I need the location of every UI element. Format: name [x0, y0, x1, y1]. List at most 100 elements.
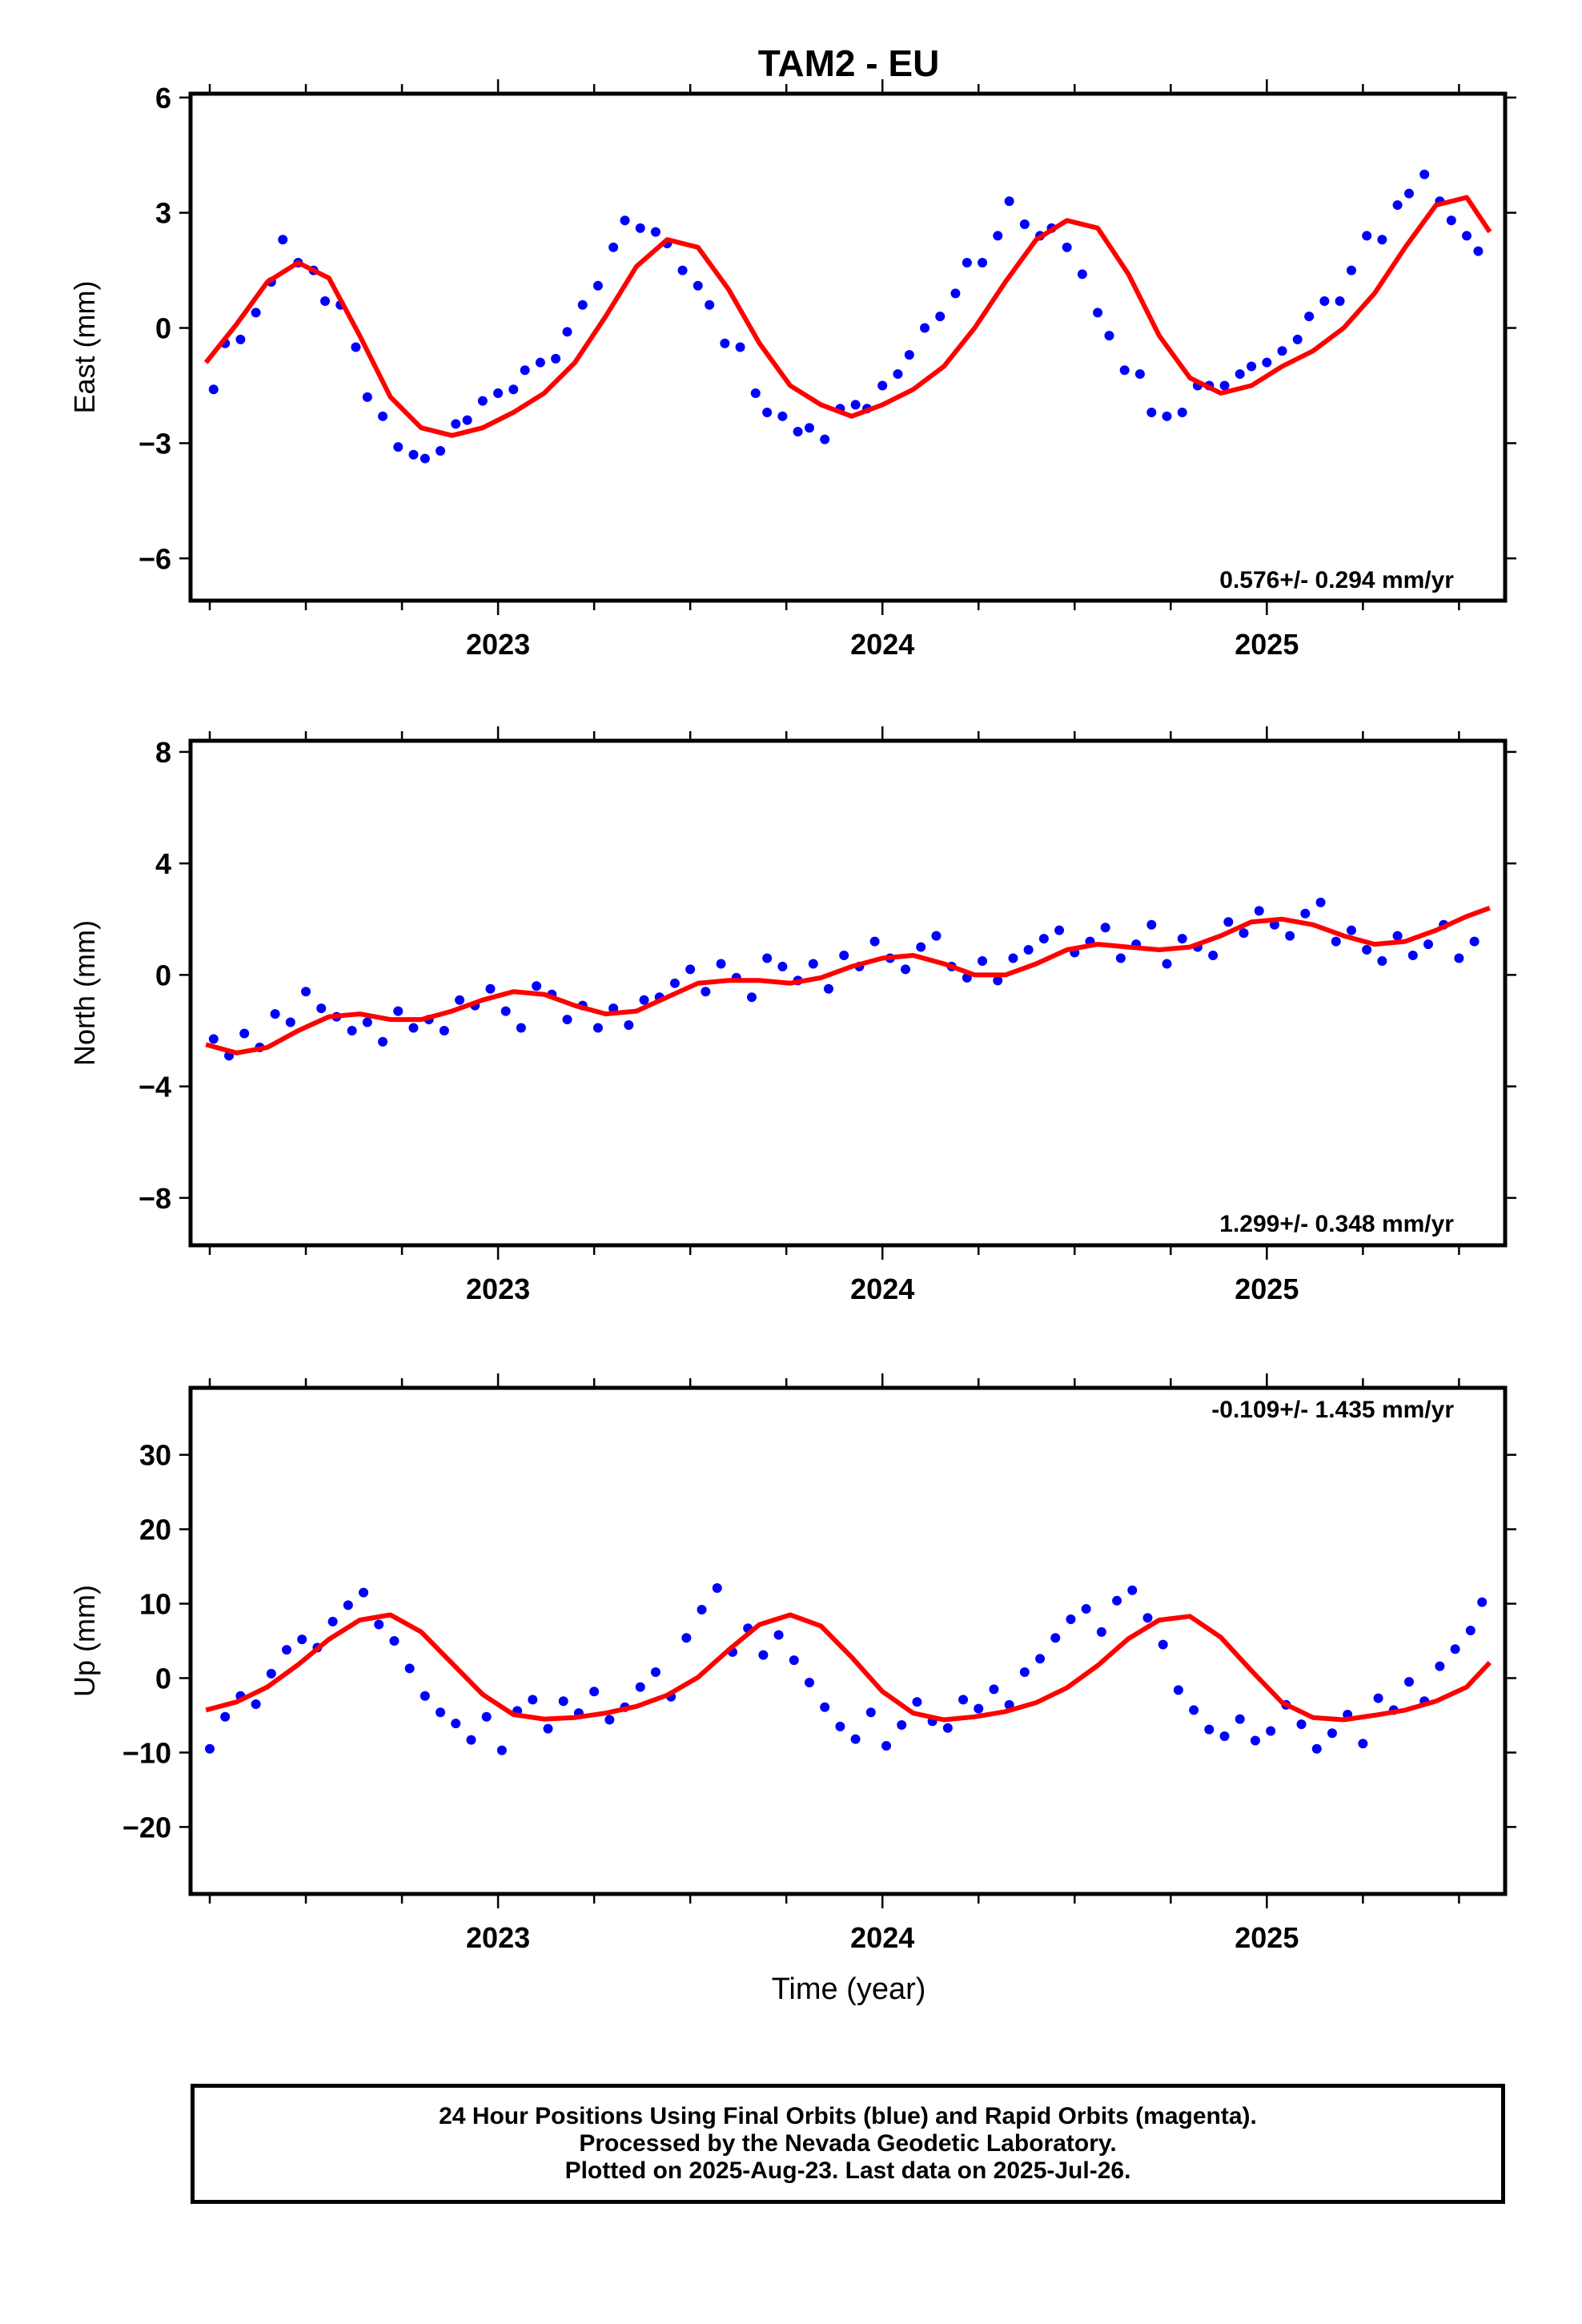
up-data-point: [1204, 1724, 1215, 1735]
north-data-point: [1315, 897, 1326, 907]
north-data-point: [931, 931, 942, 941]
up-ytick-label: 10: [139, 1588, 171, 1621]
east-data-point: [208, 384, 219, 395]
up-data-point: [958, 1695, 969, 1705]
east-data-point: [1362, 231, 1372, 241]
north-data-point: [1100, 923, 1110, 933]
east-plot-frame: [188, 91, 1508, 603]
up-data-point: [1235, 1714, 1245, 1724]
up-data-point: [1373, 1693, 1383, 1703]
north-data-point: [378, 1036, 388, 1047]
east-data-point: [1146, 408, 1157, 418]
north-data-point: [1223, 917, 1234, 927]
north-xtick-label: 2024: [850, 1273, 914, 1305]
east-data-point: [362, 392, 372, 402]
up-data-point: [604, 1715, 615, 1725]
up-rate-label: -0.109+/- 1.435 mm/yr: [1211, 1397, 1454, 1423]
east-data-point: [1304, 312, 1315, 322]
east-data-point: [920, 323, 930, 333]
up-data-point: [635, 1682, 645, 1692]
up-data-point: [1477, 1597, 1488, 1607]
north-data-point: [823, 983, 833, 994]
up-data-point: [804, 1678, 814, 1688]
east-data-point: [1446, 215, 1456, 226]
east-rate-label: 0.576+/- 0.294 mm/yr: [1219, 567, 1454, 593]
up-data-point: [282, 1645, 292, 1655]
up-data-point: [205, 1743, 215, 1754]
up-data-point: [327, 1616, 338, 1626]
north-data-point: [1146, 919, 1157, 930]
east-data-point: [551, 353, 561, 364]
east-data-point: [677, 265, 688, 275]
up-data-point: [1189, 1705, 1199, 1715]
north-data-point: [393, 1006, 404, 1016]
east-data-point: [1093, 308, 1103, 318]
up-plot-frame: [188, 1385, 1508, 1896]
east-data-point: [378, 411, 388, 421]
up-data-point: [773, 1630, 784, 1640]
up-data-point: [404, 1663, 415, 1674]
north-data-point: [1239, 928, 1249, 939]
north-data-point: [500, 1006, 511, 1016]
east-data-point: [608, 242, 619, 252]
up-data-point: [1358, 1739, 1368, 1749]
east-data-point: [251, 308, 261, 318]
north-data-point: [239, 1028, 250, 1039]
up-data-point: [789, 1655, 799, 1666]
up-data-point: [297, 1634, 307, 1645]
north-ytick-label: 0: [155, 959, 171, 991]
east-data-point: [508, 384, 519, 395]
north-data-point: [1300, 908, 1311, 919]
north-data-point: [592, 1023, 603, 1033]
up-data-point: [1066, 1614, 1076, 1625]
north-data-point: [270, 1009, 280, 1019]
up-data-point: [974, 1703, 984, 1714]
up-panel: 30 20 10 0 −10 −20 2023 2024 2025 -0.109+/- 1.435…: [68, 1373, 1516, 1954]
east-data-point: [592, 280, 603, 291]
north-data-point: [439, 1025, 449, 1035]
up-data-point: [881, 1741, 892, 1751]
up-data-point: [712, 1583, 722, 1594]
east-data-point: [1134, 369, 1145, 380]
east-data-point: [1473, 246, 1484, 256]
north-data-point: [1285, 931, 1295, 941]
up-xtick-label: 2025: [1235, 1921, 1299, 1954]
east-data-point: [351, 342, 361, 352]
east-panel: 6 3 0 −3 −6 2023 2024 2025 0.576+/- 0.294 mm/yr E…: [68, 79, 1516, 661]
east-ytick-label: 6: [155, 82, 171, 115]
east-data-point: [893, 369, 903, 380]
east-data-point: [436, 445, 446, 456]
east-data-point: [577, 300, 588, 310]
up-y-axis-label: Up (mm): [68, 1585, 101, 1697]
north-data-point: [516, 1023, 526, 1033]
up-data-point: [481, 1711, 492, 1722]
north-data-point: [901, 964, 911, 975]
north-xtick-label: 2023: [466, 1273, 530, 1305]
north-data-point: [208, 1034, 219, 1044]
east-data-point: [750, 388, 761, 399]
east-data-point: [635, 223, 645, 233]
up-model-line: [205, 1612, 1492, 1723]
north-data-point: [701, 987, 711, 997]
east-data-point: [462, 415, 472, 425]
up-data-point: [1450, 1644, 1460, 1655]
chart-title: TAM2 - EU: [758, 42, 940, 84]
north-data-point: [1162, 959, 1172, 969]
north-data-point: [624, 1020, 634, 1031]
north-data-point: [869, 936, 880, 947]
east-ytick-label: −6: [139, 542, 171, 575]
up-data-point: [1158, 1639, 1168, 1650]
east-data-point: [235, 334, 246, 344]
up-data-point: [942, 1723, 953, 1733]
east-data-point: [777, 411, 788, 421]
up-data-point: [865, 1707, 876, 1718]
north-data-point: [716, 959, 726, 969]
up-data-point: [343, 1600, 353, 1610]
up-data-point: [650, 1667, 661, 1678]
east-data-point: [320, 296, 331, 306]
footer-line-3: Plotted on 2025-Aug-23. Last data on 202…: [564, 2157, 1131, 2184]
north-data-point: [485, 983, 496, 994]
north-data-point: [1208, 951, 1219, 961]
east-data-point: [620, 215, 630, 226]
north-data-point: [762, 953, 773, 963]
